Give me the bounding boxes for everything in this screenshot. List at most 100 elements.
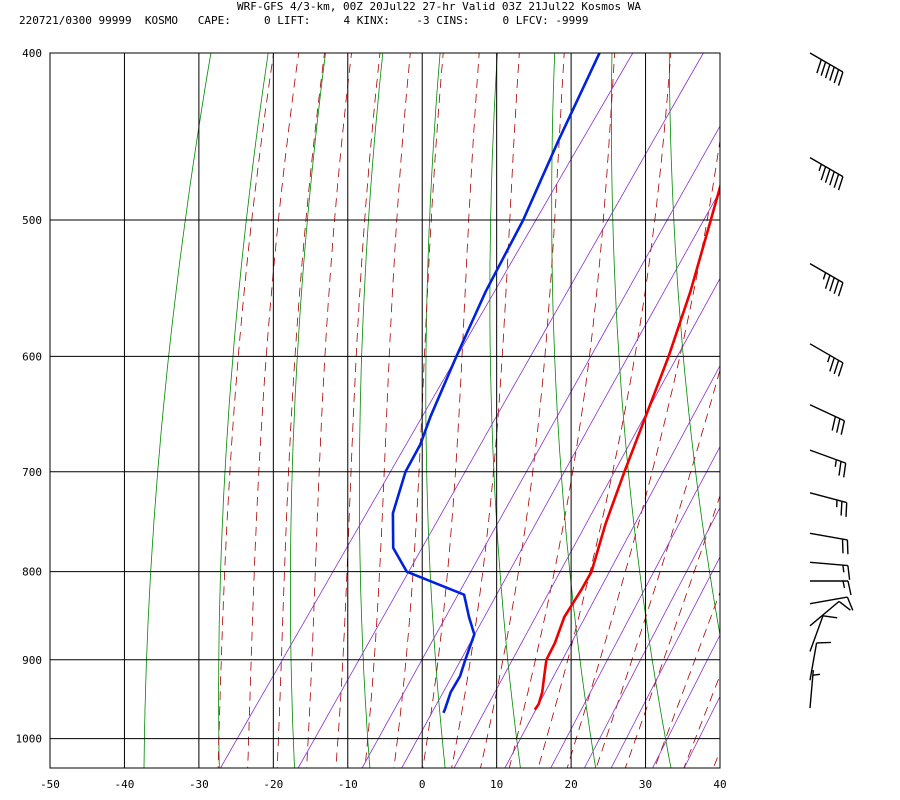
dry-adiabat-line (841, 53, 900, 768)
x-tick-label: 20 (564, 778, 577, 791)
y-tick-label: 600 (22, 350, 42, 363)
x-tick-label: 40 (713, 778, 726, 791)
wind-barb-feather (820, 61, 827, 76)
moist-adiabat-line (595, 368, 720, 768)
x-tick-label: -10 (338, 778, 358, 791)
wind-barb-staff (809, 492, 847, 504)
y-tick-label: 1000 (16, 733, 43, 746)
wind-barb-feather (843, 463, 847, 478)
wind-barb-staff (809, 642, 818, 681)
wind-barb-feather (833, 279, 840, 294)
wind-barb-feather (847, 580, 852, 596)
wind-barb-feather (833, 173, 840, 188)
wind-barb-feather (845, 502, 848, 517)
moist-adiabat-line (276, 53, 325, 768)
dry-adiabat-line (358, 53, 384, 768)
wind-barb-staff (809, 52, 844, 73)
wind-barb-staff (809, 600, 840, 627)
wind-barb (809, 600, 851, 627)
wind-barb-half-feather (842, 565, 845, 573)
wind-barb-staff (809, 404, 845, 422)
wind-barb-feather (840, 420, 846, 435)
y-tick-label: 500 (22, 214, 42, 227)
wind-barb-staff (809, 532, 848, 541)
wind-barb-half-feather (812, 673, 821, 676)
wind-barb-staff (809, 615, 824, 652)
mixing-ratio-line (453, 277, 720, 768)
dewpoint-profile-line (391, 53, 601, 714)
mixing-ratio-line (361, 125, 720, 768)
wind-barb-feather (822, 615, 838, 619)
wind-barb (809, 262, 844, 297)
wind-barb-feather (816, 59, 822, 74)
wind-barb-half-feather (834, 459, 837, 467)
wind-barb-feather (829, 66, 835, 81)
x-tick-label: 30 (639, 778, 652, 791)
dry-adiabat-line (425, 53, 446, 768)
wind-barb (809, 156, 844, 191)
wind-barb-staff (809, 596, 848, 605)
dry-adiabat-line (143, 53, 212, 768)
wind-barb (810, 580, 852, 596)
wind-barb-feather (840, 501, 843, 516)
wind-barb-half-feather (818, 163, 822, 172)
moist-adiabat-line (217, 53, 275, 768)
wind-barb-feather (837, 362, 844, 377)
moist-adiabat-line (335, 53, 381, 768)
y-tick-label: 900 (22, 654, 42, 667)
mixing-ratio-line (220, 53, 634, 768)
moist-adiabat-line (508, 53, 616, 768)
wind-barb (809, 449, 847, 478)
dry-adiabat-line (551, 53, 597, 768)
moist-adiabat-line (683, 674, 720, 768)
wind-barb (809, 561, 851, 580)
wind-barb-feather (824, 168, 831, 183)
wind-barb-staff (809, 343, 844, 364)
x-tick-label: -20 (263, 778, 283, 791)
wind-barb (809, 492, 848, 517)
plot-frame (49, 52, 721, 769)
wind-barb-feather (829, 277, 835, 292)
moist-adiabat-line (364, 53, 411, 768)
wind-barb-staff (809, 561, 848, 567)
wind-barb-feather (846, 596, 854, 611)
wind-barb-feather (841, 538, 844, 554)
wind-barb-feather (838, 600, 851, 611)
x-tick-label: -50 (40, 778, 60, 791)
dry-adiabat-line (611, 53, 672, 768)
mixing-ratio-line (504, 364, 720, 768)
sounding-indices: 220721/0300 99999 KOSMO CAPE: 0 LIFT: 4 … (19, 14, 589, 27)
dry-adiabat-line (668, 53, 720, 638)
wind-barb-staff (809, 156, 844, 178)
wind-barb-feather (836, 418, 841, 433)
moist-adiabat-line (769, 34, 900, 775)
moist-adiabat-line (422, 53, 480, 768)
wind-barb-feather (816, 641, 831, 644)
y-tick-label: 700 (22, 466, 42, 479)
wind-barb-feather (820, 166, 827, 181)
x-tick-label: 0 (419, 778, 426, 791)
mixing-ratio-line (721, 53, 900, 768)
moist-adiabat-line (393, 53, 444, 768)
dry-adiabat-line (727, 53, 822, 768)
wind-barb-feather (838, 461, 842, 476)
dry-adiabat-line (784, 53, 897, 768)
wind-barb-feather (831, 416, 837, 431)
wind-barb-feather (837, 71, 844, 86)
dry-adiabat-line (489, 53, 521, 768)
x-tick-label: -30 (189, 778, 209, 791)
wind-barb-feather (847, 565, 851, 580)
mixing-ratio-line (550, 445, 720, 768)
temperature-profile-line (533, 182, 720, 711)
moist-adiabat-line (712, 750, 720, 768)
wind-barb (809, 615, 838, 652)
dry-adiabat-line (218, 53, 269, 768)
mixing-ratio-line (652, 634, 720, 768)
wind-barb-half-feather (842, 580, 846, 589)
moist-adiabat-line (624, 494, 720, 768)
wind-barb-feather (829, 357, 835, 372)
mixing-ratio-line (610, 556, 720, 768)
mixing-ratio-line (683, 695, 720, 768)
wind-barb (809, 670, 821, 709)
